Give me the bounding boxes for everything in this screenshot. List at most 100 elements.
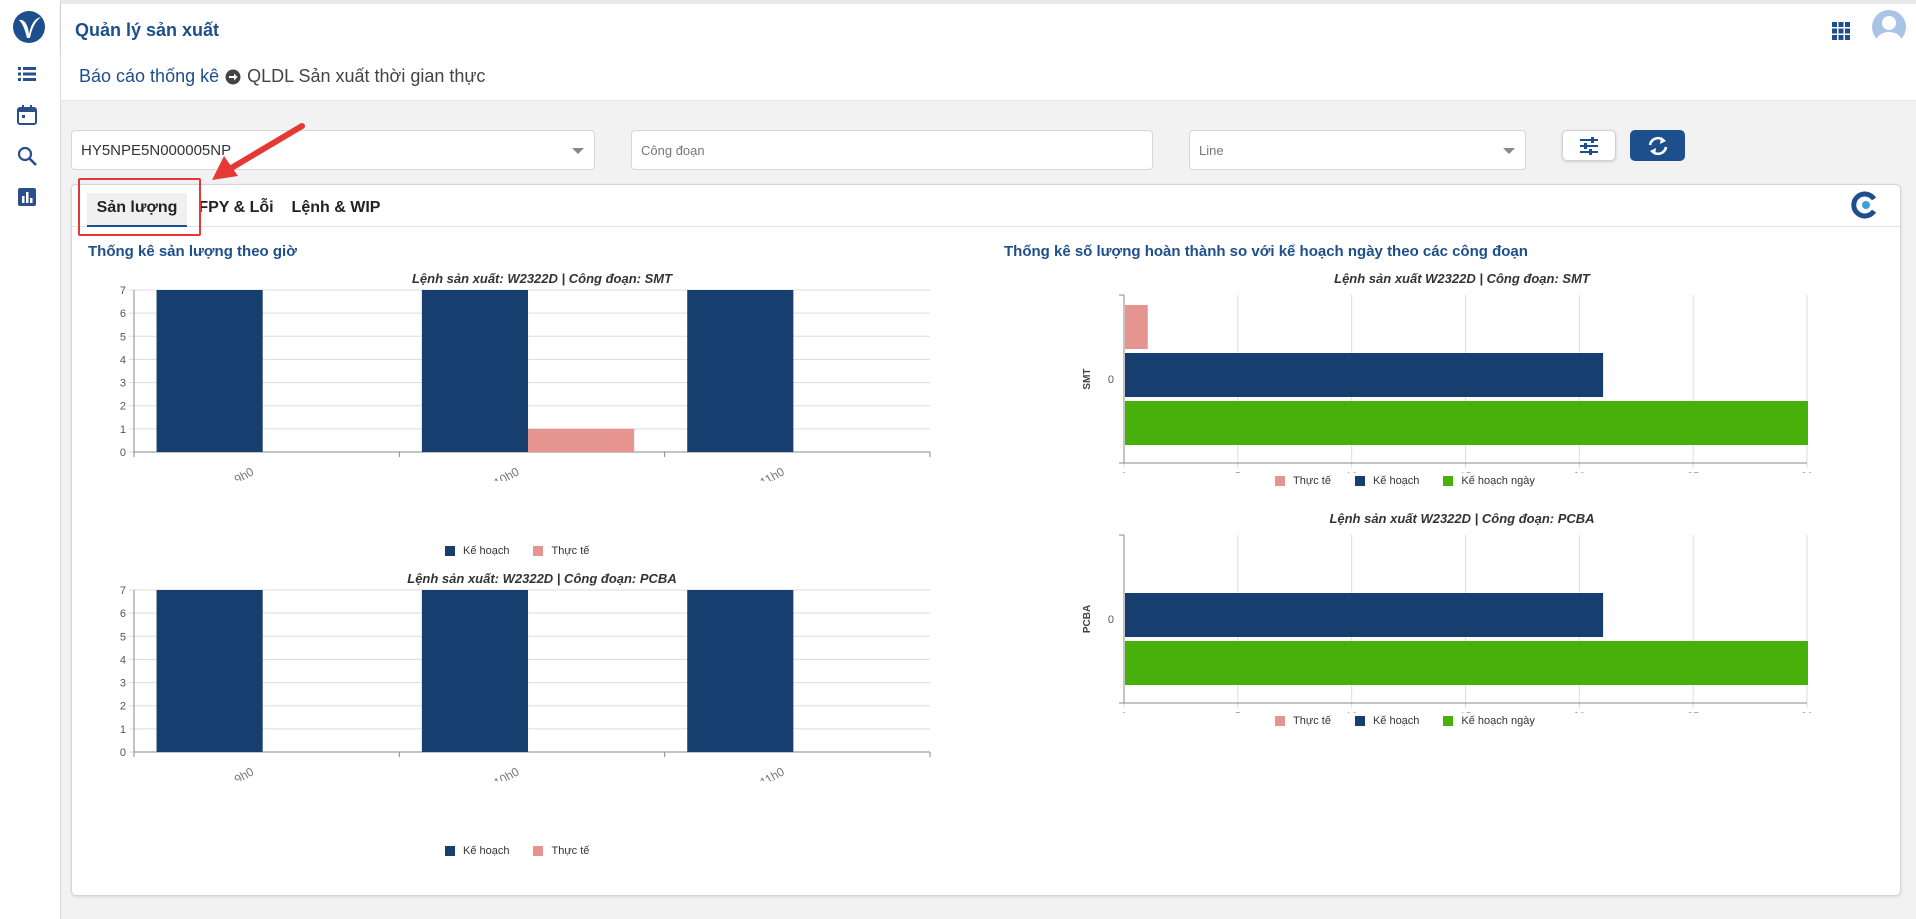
- bar-plan: [687, 290, 794, 452]
- x-tick-label: 30: [1801, 471, 1813, 473]
- x-tick-label: 20: [1573, 471, 1585, 473]
- chart-pcba-daily: 0 5 10 15 20 25 30 0 PCBA: [1082, 534, 1813, 713]
- legend-swatch-plan: [445, 846, 455, 856]
- left-section-title: Thống kê sản lượng theo giờ: [88, 243, 297, 260]
- legend-label-actual: Thực tế: [1293, 715, 1331, 727]
- y-tick-label: 3: [120, 678, 126, 690]
- legend-label-plan: Kế hoạch: [463, 845, 510, 857]
- refresh-button[interactable]: [1630, 130, 1685, 161]
- line-select[interactable]: Line: [1189, 130, 1526, 170]
- x-tick-label: 10: [1346, 471, 1358, 473]
- bar-actual: [1125, 305, 1148, 349]
- sidebar: [0, 0, 61, 919]
- y-tick-label: 3: [120, 378, 126, 390]
- legend-item-plan[interactable]: Kế hoạch: [1354, 475, 1420, 487]
- x-tick-label: 25: [1687, 471, 1699, 473]
- legend-item-actual[interactable]: Thực tế: [1275, 715, 1331, 727]
- legend-swatch-plan: [445, 546, 455, 556]
- legend-item-actual[interactable]: Thực tế: [533, 845, 589, 857]
- legend-label-daily-plan: Kế hoạch ngày: [1461, 475, 1535, 487]
- y-tick-label: 0: [120, 747, 126, 759]
- y-tick-label: 7: [120, 585, 126, 597]
- legend-label-plan: Kế hoạch: [1372, 475, 1420, 487]
- legend-label-actual: Thực tế: [551, 545, 590, 557]
- legend-smt-hourly: Kế hoạch Thực tế: [445, 545, 589, 557]
- legend-smt-daily: Thực tế Kế hoạch Kế hoạch ngày: [1275, 475, 1535, 487]
- x-tick-label: 30: [1801, 711, 1813, 713]
- y-tick-label: 0: [1108, 374, 1114, 386]
- x-tick-label: 10h0 – 11h0: [723, 764, 787, 781]
- legend-swatch-actual: [533, 546, 544, 556]
- avatar[interactable]: [1872, 10, 1906, 44]
- legend-swatch-daily-plan: [1443, 716, 1454, 726]
- x-tick-label: 15: [1459, 711, 1471, 713]
- legend-swatch-actual: [1275, 716, 1285, 726]
- x-tick-label: 9h0 – 10h0: [462, 764, 521, 781]
- y-tick-label: 0: [1108, 614, 1114, 626]
- line-select-placeholder: Line: [1199, 143, 1224, 158]
- chart-pcba-hourly: 0 1 2 3 4 5 6 7 8h0 – 9h0 9h0 – 10h0 10h0 – 11h0: [120, 585, 931, 781]
- breadcrumb: Báo cáo thống kê QLDL Sản xuất thời gian…: [61, 53, 1916, 101]
- bar-chart-icon[interactable]: [16, 186, 38, 208]
- tab-output[interactable]: Sản lượng: [87, 193, 187, 227]
- x-tick-label: 0: [1121, 471, 1127, 473]
- order-select-value: HY5NPE5N000005NP: [81, 142, 232, 159]
- annotation-arrow-icon: [212, 123, 305, 180]
- filter-settings-button[interactable]: [1562, 130, 1616, 161]
- chart-title-smt-daily: Lệnh sản xuất W2322D | Công đoạn: SMT: [1334, 271, 1590, 286]
- x-tick-label: 10h0 – 11h0: [723, 464, 787, 481]
- calendar-icon[interactable]: [16, 104, 38, 126]
- legend-item-daily-plan[interactable]: Kế hoạch ngày: [1443, 715, 1535, 727]
- tab-orders-wip[interactable]: Lệnh & WIP: [291, 199, 381, 216]
- apps-grid-icon[interactable]: [1832, 22, 1850, 40]
- report-panel: Sản lượng FPY & Lỗi Lệnh & WIP Thống kê …: [71, 184, 1901, 896]
- x-tick-label: 9h0 – 10h0: [462, 464, 521, 481]
- list-icon[interactable]: [16, 63, 38, 85]
- company-logo-icon[interactable]: [12, 10, 46, 44]
- stage-input[interactable]: Công đoạn: [631, 130, 1153, 170]
- order-select[interactable]: HY5NPE5N000005NP: [71, 130, 595, 170]
- legend-swatch-actual: [1275, 476, 1285, 486]
- legend-swatch-actual: [533, 846, 544, 856]
- tab-fpy-errors[interactable]: FPY & Lỗi: [198, 199, 274, 216]
- bar-plan: [421, 590, 529, 752]
- legend-item-actual[interactable]: Thực tế: [533, 545, 589, 557]
- chevron-down-icon: [1503, 148, 1515, 154]
- y-tick-label: 2: [120, 401, 126, 413]
- chart-title-smt-hourly: Lệnh sản xuất: W2322D | Công đoạn: SMT: [411, 271, 673, 286]
- breadcrumb-parent-link[interactable]: Báo cáo thống kê: [79, 66, 220, 86]
- legend-item-plan[interactable]: Kế hoạch: [445, 845, 509, 857]
- refresh-logo-icon[interactable]: [1850, 191, 1878, 219]
- y-tick-label: 7: [120, 285, 126, 297]
- breadcrumb-current: QLDL Sản xuất thời gian thực: [247, 66, 486, 86]
- legend-item-plan[interactable]: Kế hoạch: [1354, 715, 1419, 727]
- bar-plan: [1125, 593, 1604, 637]
- legend-label-plan: Kế hoạch: [463, 545, 510, 557]
- y-tick-label: 4: [120, 654, 126, 666]
- search-icon[interactable]: [16, 145, 38, 167]
- legend-label-actual: Thực tế: [1293, 475, 1331, 487]
- legend-label-daily-plan: Kế hoạch ngày: [1461, 715, 1535, 727]
- x-tick-label: 8h0 – 9h0: [203, 464, 257, 481]
- bar-plan: [687, 590, 794, 752]
- y-tick-label: 6: [120, 308, 126, 320]
- x-tick-label: 0: [1121, 711, 1127, 713]
- y-tick-label: 5: [120, 631, 126, 643]
- legend-item-actual[interactable]: Thực tế: [1275, 475, 1331, 487]
- legend-label-actual: Thực tế: [551, 845, 590, 857]
- y-tick-label: 2: [120, 701, 126, 713]
- bar-daily-plan: [1125, 641, 1808, 685]
- legend-swatch-daily-plan: [1443, 476, 1454, 486]
- legend-item-daily-plan[interactable]: Kế hoạch ngày: [1443, 475, 1535, 487]
- legend-item-plan[interactable]: Kế hoạch: [445, 545, 509, 557]
- legend-swatch-plan: [1354, 716, 1365, 726]
- user-avatar-icon: [1876, 16, 1902, 44]
- arrow-circle-right-icon: [225, 69, 241, 84]
- chevron-down-icon: [572, 148, 584, 154]
- x-tick-label: 8h0 – 9h0: [203, 764, 257, 781]
- legend-pcba-daily: Thực tế Kế hoạch Kế hoạch ngày: [1275, 715, 1535, 727]
- chart-smt-daily: 0 5 10 15 20 25 30 0 SMT: [1082, 294, 1813, 473]
- stage-input-placeholder: Công đoạn: [641, 143, 705, 158]
- x-tick-label: 15: [1459, 471, 1471, 473]
- y-tick-label: 1: [120, 724, 126, 736]
